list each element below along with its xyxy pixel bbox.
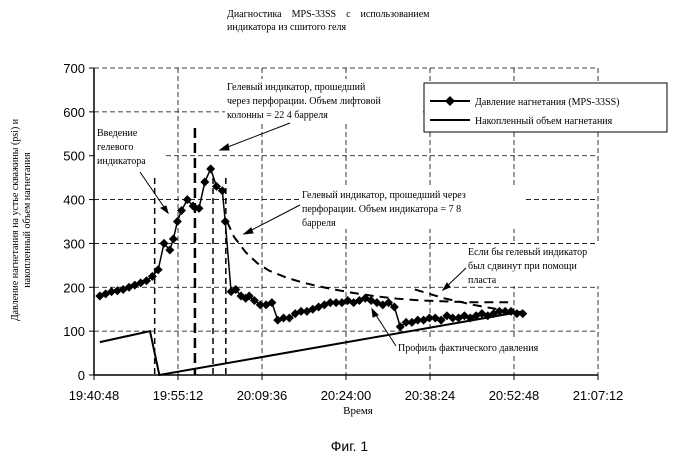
pressure-point bbox=[173, 217, 182, 226]
annotation-if-gel-line-1: Если бы гелевый индикатор bbox=[468, 247, 587, 258]
legend-entry-pressure: Давление нагнетания (MPS-33SS) bbox=[475, 97, 619, 108]
annotation-perf2: Гелевый индикатор, прошедший через перфо… bbox=[299, 187, 524, 229]
arrow-perf2 bbox=[244, 205, 300, 234]
annotation-perf1-line-1: Гелевый индикатор, прошедший bbox=[227, 82, 366, 93]
annotation-perf1-line-2: через перфорации. Объем лифтовой bbox=[227, 96, 381, 107]
annotation-profile-line-1: Профиль фактического давления bbox=[398, 343, 539, 354]
annotation-if-gel-line-3: пласта bbox=[468, 275, 497, 286]
y-tick-label: 0 bbox=[78, 368, 85, 383]
x-tick-label: 21:07:12 bbox=[573, 388, 624, 403]
x-tick-label: 20:09:36 bbox=[237, 388, 288, 403]
x-tick-label: 20:52:48 bbox=[489, 388, 540, 403]
arrow-profile-head bbox=[372, 309, 378, 317]
y-tick-label: 300 bbox=[63, 236, 85, 251]
y-axis-label-line-2: накопленный объем нагнетания bbox=[22, 152, 33, 288]
annotation-intro-line-1: Введение bbox=[97, 128, 138, 139]
y-axis-label-line-1: Давление нагнетания на устье скважины (p… bbox=[10, 118, 21, 321]
arrow-perf1-head bbox=[220, 144, 229, 150]
pressure-point bbox=[200, 178, 209, 187]
pressure-point bbox=[518, 309, 527, 318]
annotation-perf2-line-2: перфорации. Объем индикатора = 7 8 bbox=[302, 204, 461, 215]
annotation-perf2-line-3: барреля bbox=[302, 218, 336, 229]
arrow-perf2-head bbox=[244, 228, 253, 234]
figure-caption: Фиг. 1 bbox=[0, 438, 699, 454]
y-tick-label: 200 bbox=[63, 280, 85, 295]
legend: Давление нагнетания (MPS-33SS) Накопленн… bbox=[424, 83, 667, 132]
annotation-intro-line-3: индикатора bbox=[97, 156, 146, 167]
x-tick-label: 19:55:12 bbox=[153, 388, 204, 403]
x-tick-label: 20:38:24 bbox=[405, 388, 456, 403]
annotation-perf1: Гелевый индикатор, прошедший через перфо… bbox=[225, 79, 423, 122]
x-axis-label: Время bbox=[343, 405, 373, 417]
arrow-intro-head bbox=[161, 206, 168, 213]
annotation-profile: Профиль фактического давления bbox=[396, 340, 558, 354]
y-tick-label: 500 bbox=[63, 149, 85, 164]
pressure-point bbox=[206, 164, 215, 173]
y-tick-label: 700 bbox=[63, 61, 85, 76]
annotation-if-gel: Если бы гелевый индикатор был сдвинут пр… bbox=[466, 244, 616, 286]
legend-entry-volume: Накопленный объем нагнетания bbox=[475, 116, 613, 127]
annotation-if-gel-line-2: был сдвинут при помощи bbox=[468, 261, 578, 272]
annotation-perf2-line-1: Гелевый индикатор, прошедший через bbox=[302, 190, 466, 201]
annotation-intro: Введение гелевого индикатора bbox=[95, 127, 165, 170]
pressure-point bbox=[169, 235, 178, 244]
x-tick-label: 20:24:00 bbox=[321, 388, 372, 403]
annotation-intro-line-2: гелевого bbox=[97, 142, 133, 153]
annotation-perf1-line-3: колонны = 22 4 барреля bbox=[227, 110, 328, 121]
y-tick-label: 600 bbox=[63, 105, 85, 120]
y-tick-label: 400 bbox=[63, 193, 85, 208]
arrow-perf1 bbox=[220, 123, 290, 150]
dashed-projection-line bbox=[227, 222, 508, 303]
x-tick-label: 19:40:48 bbox=[69, 388, 120, 403]
y-tick-label: 100 bbox=[63, 324, 85, 339]
